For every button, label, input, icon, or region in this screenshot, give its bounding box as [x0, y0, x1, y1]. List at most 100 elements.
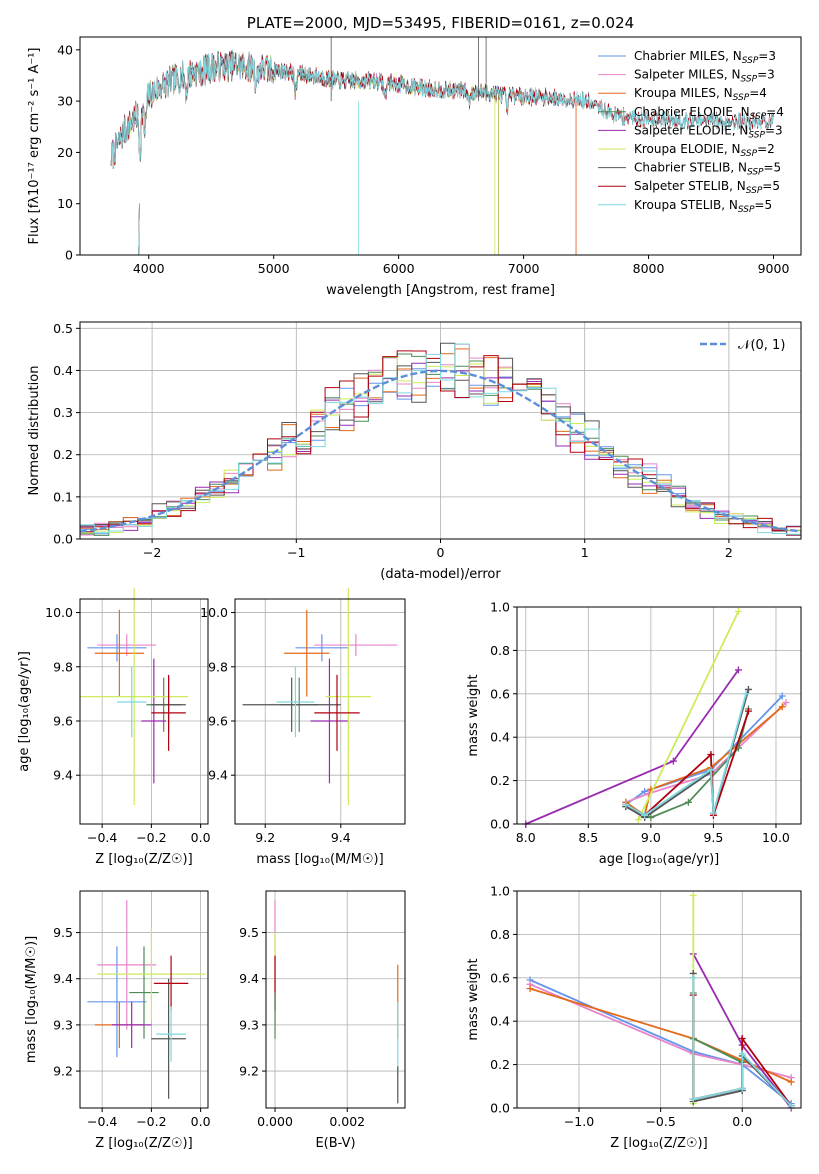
y-tick-label: 0.4: [490, 1014, 510, 1029]
mass_vs_Z-panel: −0.4 −0.2 0.0 9.2 9.3 9.4 9.5 Z [log₁₀(Z/Z☉)] ma…: [24, 890, 211, 1151]
y-tick-label: 9.4: [53, 768, 73, 783]
point-marker-salpeter_stelib: [738, 1035, 746, 1043]
point-marker-chabrier_miles: [778, 692, 786, 700]
x-tick-label: 5000: [258, 261, 290, 276]
legend-subscript: SSP: [747, 168, 764, 178]
x-tick-label: 8.5: [578, 830, 598, 845]
grid: [517, 890, 801, 1109]
chart-title: PLATE=2000, MJD=53495, FIBERID=0161, z=0…: [247, 14, 634, 32]
x-tick-label: 9.2: [255, 830, 275, 845]
y-tick-label: 0.3: [53, 405, 73, 420]
y-tick-label: 0.4: [490, 730, 510, 745]
point-marker-chabrier_miles: [641, 787, 649, 795]
x-axis-label: Z [log₁₀(Z/Z☉)]: [95, 852, 192, 867]
series-lines: [522, 607, 790, 828]
legend-text: Salpeter MILES, N: [634, 68, 741, 82]
legend-value: =5: [764, 161, 782, 175]
x-axis-label: (data-model)/error: [380, 567, 501, 582]
x-tick-label: 0.002: [329, 1114, 365, 1129]
series-line-kroupa_stelib: [625, 693, 747, 817]
y-tick-label: 0.8: [490, 643, 510, 658]
legend-value: =4: [766, 105, 784, 119]
point-marker-kroupa_miles: [778, 703, 786, 711]
series-line-chabrier_elodie: [692, 993, 744, 1101]
point-marker-kroupa_stelib: [707, 766, 715, 774]
age_vs_Z-panel: −0.4 −0.2 0.0 9.4 9.6 9.8 10.0 Z [log₁₀(Z/Z☉)] a…: [17, 588, 211, 867]
y-tick-label: 0.0: [53, 532, 73, 547]
x-axis-label: E(B-V): [315, 1136, 355, 1151]
legend-entry: Kroupa MILES, NSSP=4: [634, 86, 767, 103]
point-marker-kroupa_stelib: [689, 1095, 697, 1103]
point-marker-kroupa_stelib: [738, 1050, 746, 1058]
legend-subscript: SSP: [738, 205, 755, 215]
y-axis-label: Flux [fλ10⁻¹⁷ erg cm⁻² s⁻¹ A⁻¹]: [27, 48, 42, 245]
x-axis-label: wavelength [Angstrom, rest frame]: [326, 283, 555, 298]
point-marker-salpeter_elodie: [669, 757, 677, 765]
legend-value: =3: [757, 68, 775, 82]
y-tick-label: 9.2: [53, 1064, 73, 1079]
x-axis-label: Z [log₁₀(Z/Z☉)]: [95, 1136, 192, 1151]
x-tick-label: 0.000: [257, 1114, 293, 1129]
x-tick-label: 8000: [633, 261, 665, 276]
y-tick-label: 1.0: [490, 600, 510, 615]
x-tick-label: 9.4: [331, 830, 351, 845]
y-tick-label: 10.0: [45, 605, 73, 620]
spectrum-line-kroupa_stelib: [110, 51, 774, 255]
y-tick-label: 9.6: [208, 713, 228, 728]
legend-text: Kroupa ELODIE, N: [634, 142, 741, 156]
x-tick-label: −0.5: [645, 1114, 675, 1129]
y-tick-label: 9.4: [208, 768, 228, 783]
y-tick-label: 0.0: [490, 1101, 510, 1116]
legend-entry: Chabrier STELIB, NSSP=5: [634, 161, 781, 178]
series-line-chabrier_miles: [529, 979, 792, 1105]
axes-frame: [516, 890, 802, 1109]
legend-entry: Salpeter MILES, NSSP=3: [634, 68, 775, 85]
massweight_vs_age-panel: 8.0 8.5 9.0 9.5 10.0 0.0 0.2 0.4 0.6 0.8 1.0 age [l…: [466, 600, 802, 867]
point-marker-kroupa_stelib: [689, 974, 697, 982]
x-tick-label: 0.0: [732, 1114, 752, 1129]
y-tick-label: 9.5: [53, 925, 73, 940]
x-tick-label: 9.0: [641, 830, 661, 845]
y-tick-label: 9.8: [53, 659, 73, 674]
spectrum-panel: 4000 5000 6000 7000 8000 9000 0 10 20 30 40 wavelen…: [27, 14, 802, 298]
y-tick-label: 0.0: [490, 817, 510, 832]
legend-value: =4: [749, 86, 767, 100]
y-axis-label: mass weight: [466, 958, 481, 1040]
axes-frame: [79, 598, 209, 825]
legend-value: =5: [762, 179, 780, 193]
legend-subscript: SSP: [741, 149, 758, 159]
point-marker-chabrier_elodie: [684, 798, 692, 806]
histogram-chabrier_stelib: [80, 342, 801, 536]
legend-value: =2: [757, 142, 775, 156]
point-marker-salpeter_stelib: [744, 707, 752, 715]
x-tick-label: −1.0: [564, 1114, 594, 1129]
y-tick-label: 9.3: [53, 1017, 73, 1032]
x-tick-label: −2: [143, 545, 161, 560]
series-line-salpeter_stelib: [625, 710, 750, 817]
legend-subscript: SSP: [741, 75, 758, 85]
errorbars: [87, 900, 206, 1099]
y-tick-label: 9.2: [239, 1064, 259, 1079]
y-tick-label: 0: [65, 248, 73, 263]
legend-text: Chabrier MILES, N: [634, 49, 742, 63]
errorbars: [80, 588, 189, 806]
grid: [517, 606, 801, 825]
legend-subscript: SSP: [742, 56, 759, 66]
legend-subscript: SSP: [748, 130, 765, 140]
y-tick-label: 30: [57, 94, 73, 109]
y-tick-label: 0.5: [53, 321, 73, 336]
x-tick-label: 9000: [758, 261, 790, 276]
point-marker-kroupa_elodie: [689, 891, 697, 899]
point-marker-chabrier_elodie: [647, 813, 655, 821]
y-tick-label: 0.8: [490, 927, 510, 942]
x-tick-label: 8.0: [516, 830, 536, 845]
legend-text: Salpeter STELIB, N: [634, 179, 746, 193]
point-marker-salpeter_miles: [782, 698, 790, 706]
x-tick-label: 7000: [508, 261, 540, 276]
y-tick-label: 0.2: [490, 773, 510, 788]
legend-gaussian-label: 𝒩(0, 1): [738, 338, 785, 353]
x-tick-label: 0.0: [191, 1114, 211, 1129]
legend-text: Chabrier STELIB, N: [634, 161, 747, 175]
